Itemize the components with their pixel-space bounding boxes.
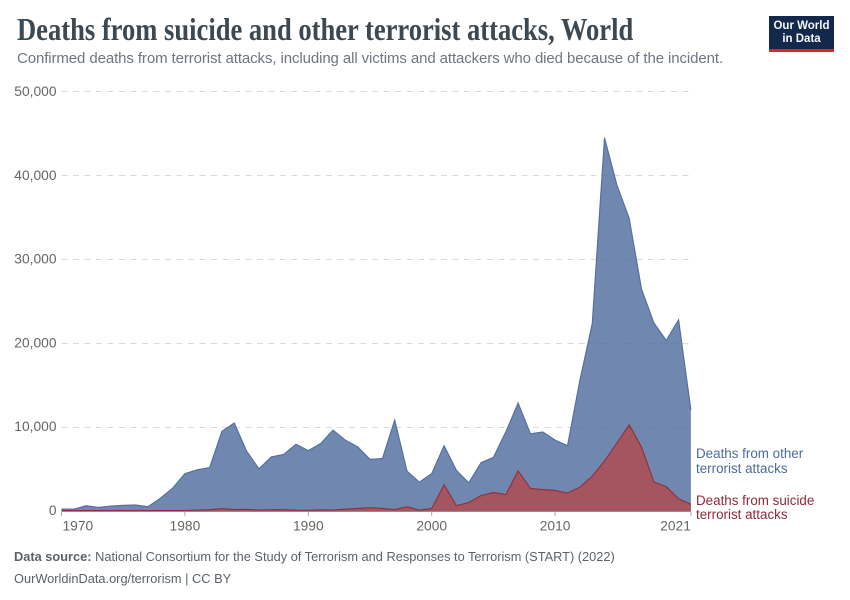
- svg-text:0: 0: [49, 503, 57, 518]
- svg-text:30,000: 30,000: [14, 252, 57, 267]
- svg-text:1970: 1970: [63, 519, 94, 534]
- svg-text:10,000: 10,000: [14, 419, 57, 434]
- svg-text:1980: 1980: [170, 519, 201, 534]
- svg-text:20,000: 20,000: [14, 335, 57, 350]
- svg-text:50,000: 50,000: [14, 84, 57, 99]
- svg-text:2000: 2000: [416, 519, 447, 534]
- svg-text:1990: 1990: [293, 519, 324, 534]
- svg-text:2021: 2021: [660, 519, 691, 534]
- svg-text:2010: 2010: [540, 519, 571, 534]
- svg-text:40,000: 40,000: [14, 168, 57, 183]
